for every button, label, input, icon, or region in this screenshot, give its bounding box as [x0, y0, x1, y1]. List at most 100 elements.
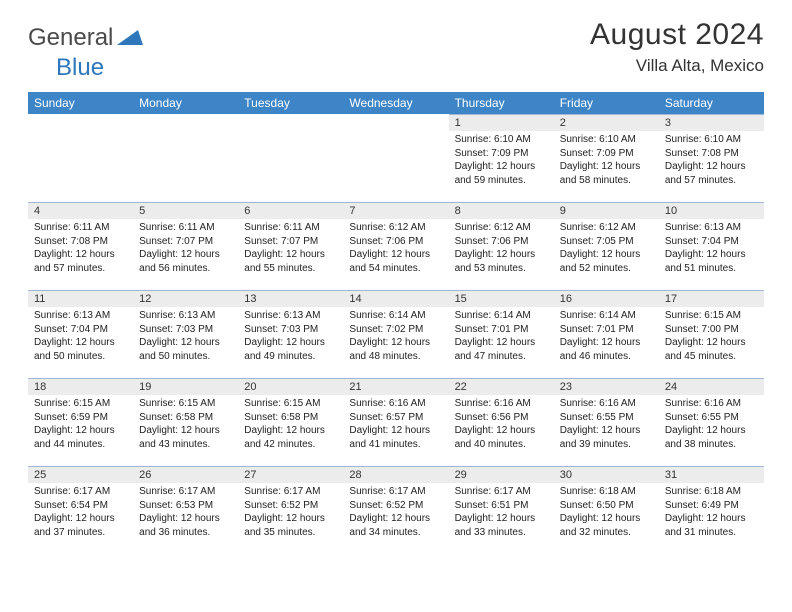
day-number: 11 — [28, 290, 133, 307]
sunset-text: Sunset: 6:55 PM — [665, 411, 758, 425]
calendar-table: Sunday Monday Tuesday Wednesday Thursday… — [28, 92, 764, 554]
day-details: Sunrise: 6:18 AMSunset: 6:49 PMDaylight:… — [659, 483, 764, 543]
daylight-text: Daylight: 12 hours and 42 minutes. — [244, 424, 337, 451]
sunset-text: Sunset: 7:00 PM — [665, 323, 758, 337]
day-details: Sunrise: 6:10 AMSunset: 7:08 PMDaylight:… — [659, 131, 764, 191]
day-number: 17 — [659, 290, 764, 307]
sunset-text: Sunset: 6:49 PM — [665, 499, 758, 513]
day-details: Sunrise: 6:15 AMSunset: 6:59 PMDaylight:… — [28, 395, 133, 455]
sunset-text: Sunset: 6:53 PM — [139, 499, 232, 513]
sunrise-text: Sunrise: 6:16 AM — [665, 397, 758, 411]
location-title: Villa Alta, Mexico — [590, 56, 764, 76]
day-details: Sunrise: 6:16 AMSunset: 6:55 PMDaylight:… — [659, 395, 764, 455]
daylight-text: Daylight: 12 hours and 40 minutes. — [455, 424, 548, 451]
sunset-text: Sunset: 7:01 PM — [560, 323, 653, 337]
sunset-text: Sunset: 7:09 PM — [560, 147, 653, 161]
sunrise-text: Sunrise: 6:14 AM — [560, 309, 653, 323]
day-details: Sunrise: 6:18 AMSunset: 6:50 PMDaylight:… — [554, 483, 659, 543]
calendar-day-cell: 21Sunrise: 6:16 AMSunset: 6:57 PMDayligh… — [343, 378, 448, 466]
daylight-text: Daylight: 12 hours and 55 minutes. — [244, 248, 337, 275]
sunset-text: Sunset: 7:04 PM — [34, 323, 127, 337]
logo-triangle-icon — [117, 27, 143, 50]
sunset-text: Sunset: 6:51 PM — [455, 499, 548, 513]
sunrise-text: Sunrise: 6:17 AM — [455, 485, 548, 499]
sunrise-text: Sunrise: 6:15 AM — [244, 397, 337, 411]
daylight-text: Daylight: 12 hours and 31 minutes. — [665, 512, 758, 539]
daylight-text: Daylight: 12 hours and 50 minutes. — [34, 336, 127, 363]
daylight-text: Daylight: 12 hours and 35 minutes. — [244, 512, 337, 539]
daylight-text: Daylight: 12 hours and 32 minutes. — [560, 512, 653, 539]
daylight-text: Daylight: 12 hours and 45 minutes. — [665, 336, 758, 363]
weekday-header: Sunday — [28, 92, 133, 114]
day-details: Sunrise: 6:10 AMSunset: 7:09 PMDaylight:… — [554, 131, 659, 191]
sunrise-text: Sunrise: 6:17 AM — [349, 485, 442, 499]
day-number: 26 — [133, 466, 238, 483]
calendar-day-cell — [28, 114, 133, 202]
daylight-text: Daylight: 12 hours and 43 minutes. — [139, 424, 232, 451]
day-number: 5 — [133, 202, 238, 219]
day-details: Sunrise: 6:16 AMSunset: 6:56 PMDaylight:… — [449, 395, 554, 455]
day-details: Sunrise: 6:17 AMSunset: 6:52 PMDaylight:… — [238, 483, 343, 543]
calendar-day-cell: 19Sunrise: 6:15 AMSunset: 6:58 PMDayligh… — [133, 378, 238, 466]
calendar-day-cell: 8Sunrise: 6:12 AMSunset: 7:06 PMDaylight… — [449, 202, 554, 290]
day-number: 14 — [343, 290, 448, 307]
daylight-text: Daylight: 12 hours and 56 minutes. — [139, 248, 232, 275]
daylight-text: Daylight: 12 hours and 57 minutes. — [34, 248, 127, 275]
weekday-header: Thursday — [449, 92, 554, 114]
sunrise-text: Sunrise: 6:18 AM — [665, 485, 758, 499]
day-number: 1 — [449, 114, 554, 131]
calendar-day-cell: 14Sunrise: 6:14 AMSunset: 7:02 PMDayligh… — [343, 290, 448, 378]
day-number: 9 — [554, 202, 659, 219]
sunrise-text: Sunrise: 6:11 AM — [244, 221, 337, 235]
calendar-day-cell: 11Sunrise: 6:13 AMSunset: 7:04 PMDayligh… — [28, 290, 133, 378]
day-details: Sunrise: 6:11 AMSunset: 7:07 PMDaylight:… — [238, 219, 343, 279]
sunset-text: Sunset: 6:59 PM — [34, 411, 127, 425]
day-details: Sunrise: 6:17 AMSunset: 6:51 PMDaylight:… — [449, 483, 554, 543]
calendar-day-cell: 1Sunrise: 6:10 AMSunset: 7:09 PMDaylight… — [449, 114, 554, 202]
daylight-text: Daylight: 12 hours and 51 minutes. — [665, 248, 758, 275]
sunset-text: Sunset: 6:58 PM — [139, 411, 232, 425]
calendar-day-cell: 24Sunrise: 6:16 AMSunset: 6:55 PMDayligh… — [659, 378, 764, 466]
calendar-day-cell: 31Sunrise: 6:18 AMSunset: 6:49 PMDayligh… — [659, 466, 764, 554]
daylight-text: Daylight: 12 hours and 59 minutes. — [455, 160, 548, 187]
month-title: August 2024 — [590, 18, 764, 52]
sunrise-text: Sunrise: 6:10 AM — [665, 133, 758, 147]
day-number — [28, 114, 133, 119]
daylight-text: Daylight: 12 hours and 37 minutes. — [34, 512, 127, 539]
logo: General — [28, 18, 147, 52]
day-number: 8 — [449, 202, 554, 219]
calendar-day-cell: 4Sunrise: 6:11 AMSunset: 7:08 PMDaylight… — [28, 202, 133, 290]
daylight-text: Daylight: 12 hours and 54 minutes. — [349, 248, 442, 275]
sunset-text: Sunset: 7:05 PM — [560, 235, 653, 249]
day-details: Sunrise: 6:14 AMSunset: 7:02 PMDaylight:… — [343, 307, 448, 367]
day-details: Sunrise: 6:12 AMSunset: 7:05 PMDaylight:… — [554, 219, 659, 279]
calendar-day-cell: 25Sunrise: 6:17 AMSunset: 6:54 PMDayligh… — [28, 466, 133, 554]
day-number: 27 — [238, 466, 343, 483]
day-number: 30 — [554, 466, 659, 483]
calendar-page: General August 2024 Villa Alta, Mexico B… — [0, 0, 792, 554]
sunset-text: Sunset: 7:08 PM — [665, 147, 758, 161]
weekday-header: Friday — [554, 92, 659, 114]
daylight-text: Daylight: 12 hours and 49 minutes. — [244, 336, 337, 363]
calendar-day-cell: 20Sunrise: 6:15 AMSunset: 6:58 PMDayligh… — [238, 378, 343, 466]
day-details: Sunrise: 6:17 AMSunset: 6:54 PMDaylight:… — [28, 483, 133, 543]
sunset-text: Sunset: 6:54 PM — [34, 499, 127, 513]
sunrise-text: Sunrise: 6:16 AM — [455, 397, 548, 411]
daylight-text: Daylight: 12 hours and 44 minutes. — [34, 424, 127, 451]
calendar-week-row: 1Sunrise: 6:10 AMSunset: 7:09 PMDaylight… — [28, 114, 764, 202]
sunrise-text: Sunrise: 6:10 AM — [560, 133, 653, 147]
calendar-day-cell: 30Sunrise: 6:18 AMSunset: 6:50 PMDayligh… — [554, 466, 659, 554]
day-number: 24 — [659, 378, 764, 395]
calendar-day-cell: 29Sunrise: 6:17 AMSunset: 6:51 PMDayligh… — [449, 466, 554, 554]
day-number: 25 — [28, 466, 133, 483]
daylight-text: Daylight: 12 hours and 36 minutes. — [139, 512, 232, 539]
day-number: 20 — [238, 378, 343, 395]
sunset-text: Sunset: 6:52 PM — [349, 499, 442, 513]
day-details: Sunrise: 6:16 AMSunset: 6:57 PMDaylight:… — [343, 395, 448, 455]
calendar-header-row: Sunday Monday Tuesday Wednesday Thursday… — [28, 92, 764, 114]
calendar-day-cell: 12Sunrise: 6:13 AMSunset: 7:03 PMDayligh… — [133, 290, 238, 378]
day-number: 18 — [28, 378, 133, 395]
day-details: Sunrise: 6:13 AMSunset: 7:03 PMDaylight:… — [133, 307, 238, 367]
calendar-body: 1Sunrise: 6:10 AMSunset: 7:09 PMDaylight… — [28, 114, 764, 554]
day-number: 3 — [659, 114, 764, 131]
